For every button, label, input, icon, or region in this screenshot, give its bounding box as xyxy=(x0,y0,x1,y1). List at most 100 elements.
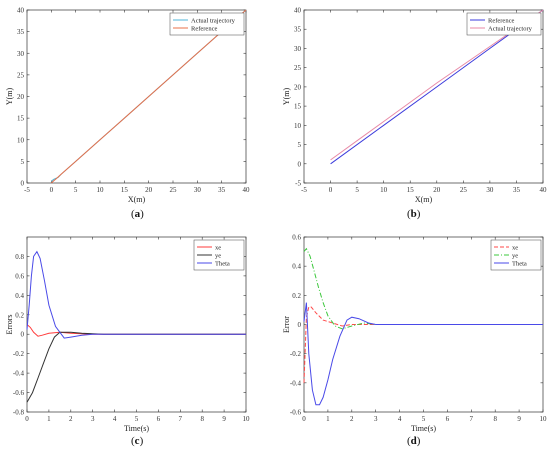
y-tick-label: 20 xyxy=(294,83,302,91)
x-tick-label: 7 xyxy=(179,415,183,423)
x-tick-label: -5 xyxy=(301,186,307,194)
y-tick-label: 35 xyxy=(294,26,302,34)
x-tick-label: 0 xyxy=(302,415,306,423)
x-tick-label: 8 xyxy=(200,415,204,423)
x-tick-label: 5 xyxy=(74,186,78,194)
axes-frame-b xyxy=(303,9,544,184)
y-tick-label: -0.4 xyxy=(13,370,25,378)
x-tick-label: 15 xyxy=(407,186,415,194)
y-tick-label: 25 xyxy=(294,64,302,72)
x-tick-label: 35 xyxy=(218,186,226,194)
x-axis-label: Time(s) xyxy=(411,424,436,433)
legend-label: Reference xyxy=(191,25,217,32)
x-tick-label: 0 xyxy=(50,186,54,194)
x-tick-label: 9 xyxy=(222,415,226,423)
x-tick-label: 30 xyxy=(194,186,202,194)
legend-label: Reference xyxy=(488,17,514,24)
series-line-ye xyxy=(26,331,246,403)
x-tick-label: 4 xyxy=(398,415,402,423)
legend-label: xe xyxy=(215,244,221,251)
legend-label: xe xyxy=(512,244,518,251)
series-line-reference xyxy=(330,9,544,165)
x-axis-label: Time(s) xyxy=(124,424,149,433)
y-tick-label: 25 xyxy=(17,71,25,79)
x-tick-label: 20 xyxy=(433,186,441,194)
series-line-actual-trajectory xyxy=(330,9,544,161)
series-line-theta xyxy=(303,302,543,406)
y-tick-label: -0.2 xyxy=(290,350,302,358)
series-line-reference xyxy=(50,9,247,184)
x-tick-label: 20 xyxy=(145,186,153,194)
panel-label-a: (a) xyxy=(131,208,144,220)
y-tick-label: 0.6 xyxy=(292,234,301,242)
y-tick-label: 40 xyxy=(17,7,25,15)
y-tick-label: -0.6 xyxy=(290,409,302,417)
y-tick-label: 30 xyxy=(17,50,25,58)
x-tick-label: 25 xyxy=(170,186,178,194)
y-axis-label: Errors xyxy=(5,315,14,335)
x-tick-label: 6 xyxy=(446,415,450,423)
series-line-ye xyxy=(303,247,543,330)
x-tick-label: 40 xyxy=(540,186,548,194)
x-tick-label: 2 xyxy=(350,415,354,423)
y-tick-label: 20 xyxy=(17,93,25,101)
y-tick-label: -0.4 xyxy=(290,379,302,387)
x-tick-label: 0 xyxy=(329,186,333,194)
y-tick-label: 40 xyxy=(294,7,302,15)
y-tick-label: 15 xyxy=(17,115,25,123)
y-tick-label: 0 xyxy=(21,331,25,339)
y-tick-label: 0 xyxy=(21,180,25,188)
x-tick-label: 9 xyxy=(517,415,521,423)
x-tick-label: 0 xyxy=(25,415,29,423)
y-tick-label: 10 xyxy=(294,122,302,130)
y-tick-label: 5 xyxy=(21,158,25,166)
panel-label-b: (b) xyxy=(407,208,421,220)
y-tick-label: 0.2 xyxy=(15,311,24,319)
panel-label-d: (d) xyxy=(407,435,421,447)
legend-label: Actual trajectory xyxy=(191,17,236,24)
legend-label: Actual trajectory xyxy=(488,25,533,32)
x-tick-label: 10 xyxy=(540,415,548,423)
y-tick-label: 35 xyxy=(17,28,25,36)
x-axis-label: X(m) xyxy=(415,195,433,204)
legend-label: ye xyxy=(512,252,518,259)
x-tick-label: 3 xyxy=(374,415,378,423)
y-tick-label: -5 xyxy=(295,180,301,188)
y-tick-label: 0.2 xyxy=(292,292,301,300)
x-tick-label: 35 xyxy=(513,186,521,194)
x-tick-label: 40 xyxy=(243,186,251,194)
y-axis-label: Y(m) xyxy=(5,88,14,106)
x-tick-label: 6 xyxy=(157,415,161,423)
x-tick-label: 10 xyxy=(380,186,388,194)
y-tick-label: 0.4 xyxy=(292,263,301,271)
y-tick-label: 0.4 xyxy=(15,292,24,300)
x-tick-label: 5 xyxy=(422,415,426,423)
y-axis-label: Y(m) xyxy=(282,88,291,106)
x-tick-label: 5 xyxy=(355,186,359,194)
y-tick-label: 0.8 xyxy=(15,253,24,261)
panel-label-c: (c) xyxy=(131,435,144,447)
x-tick-label: -5 xyxy=(24,186,30,194)
x-tick-label: 8 xyxy=(493,415,497,423)
legend-box xyxy=(466,12,542,36)
x-tick-label: 15 xyxy=(121,186,129,194)
x-tick-label: 3 xyxy=(91,415,95,423)
x-tick-label: 30 xyxy=(486,186,494,194)
x-tick-label: 2 xyxy=(69,415,73,423)
y-tick-label: -0.2 xyxy=(13,350,25,358)
y-tick-label: 0.6 xyxy=(15,272,24,280)
x-tick-label: 10 xyxy=(243,415,251,423)
legend-label: Theta xyxy=(215,260,230,267)
legend-label: Theta xyxy=(512,260,527,267)
x-tick-label: 25 xyxy=(460,186,468,194)
legend-box xyxy=(490,239,542,271)
series-line-xe xyxy=(303,306,543,383)
y-tick-label: 5 xyxy=(298,141,302,149)
y-tick-label: -0.6 xyxy=(13,389,25,397)
y-tick-label: 0 xyxy=(298,321,302,329)
x-tick-label: 10 xyxy=(97,186,105,194)
y-tick-label: 0 xyxy=(298,160,302,168)
y-axis-label: Error xyxy=(282,316,291,333)
x-axis-label: X(m) xyxy=(128,195,146,204)
